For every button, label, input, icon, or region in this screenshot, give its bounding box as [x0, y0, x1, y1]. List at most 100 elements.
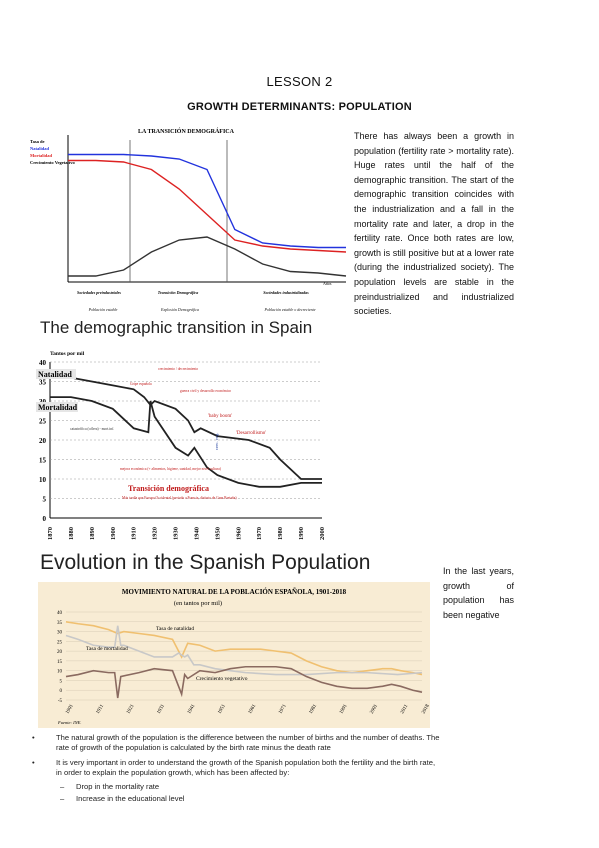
- x-tick-label: 1931: [157, 703, 167, 715]
- transicion-note: Más tardía que Europa Occidental (period…: [122, 496, 237, 501]
- bullet-dot-icon: •: [32, 733, 35, 742]
- phase-label: Sociedades preindustriales: [77, 290, 121, 295]
- x-tick-label: 1961: [248, 703, 258, 715]
- bullet-dot-icon: •: [32, 757, 35, 767]
- dash-icon: –: [60, 782, 65, 792]
- baby-boom-label: 'baby boom': [208, 414, 232, 419]
- phase-note: Población estable: [88, 307, 118, 312]
- mortalidad-label: Mortalidad: [38, 403, 78, 412]
- legend-label: Tasa de: [30, 139, 44, 144]
- y-tick-label: 10: [57, 670, 63, 675]
- sub-bullet-item: – Increase in the educational level: [32, 794, 442, 804]
- x-tick-label: 1981: [309, 703, 319, 715]
- mortalidad-label-bg: [36, 402, 78, 412]
- x-tick-label: 1940: [193, 527, 200, 540]
- x-tick-label: 2000: [319, 527, 326, 540]
- transition-model-chart: LA TRANSICIÓN DEMOGRÁFICA Tasa de Natali…: [30, 127, 347, 295]
- natalidad-line: [68, 153, 346, 249]
- y-tick-label: 35: [57, 621, 63, 626]
- mortalidad-line: [50, 396, 322, 488]
- legend-mortalidad: Mortalidad: [30, 153, 52, 158]
- bullet-list: • The natural growth of the population is…: [32, 733, 442, 807]
- x-tick-label: 1960: [235, 527, 242, 540]
- y-tick-label: 0: [43, 515, 47, 523]
- phase-label: Sociedades industrializadas: [263, 290, 309, 295]
- chart-subtitle: (en tantos por mil): [174, 600, 222, 607]
- page-title: GROWTH DETERMINANTS: POPULATION: [187, 101, 412, 113]
- transicion-label: Transición demográfica: [128, 484, 209, 493]
- x-tick-label: 1951: [218, 703, 228, 715]
- x-tick-label: 1970: [256, 527, 263, 540]
- note-paragraph: In the last years, growth of population …: [443, 566, 514, 620]
- mortalidad-label: Tasa de mortalidad: [86, 646, 128, 652]
- sub-bullet-item: – Drop in the mortality rate: [32, 782, 442, 792]
- catastrofica-note: catastrófica (cólera) - mort.inf.: [70, 427, 114, 431]
- x-tick-label: 1941: [187, 703, 197, 715]
- y-tick-label: 0: [60, 689, 63, 694]
- chart-source: Fuente: INE.: [57, 720, 82, 725]
- desarrollismo-label: 'Desarrollismo': [236, 431, 266, 436]
- bullet-text: The natural growth of the population is …: [56, 733, 440, 753]
- natalidad-label: Tasa de natalidad: [156, 626, 194, 632]
- mortalidad-line: [68, 159, 347, 253]
- x-axis-label: Años: [323, 281, 332, 286]
- y-tick-label: 20: [57, 650, 63, 655]
- phase-note: Explosión Demográfica: [160, 307, 200, 312]
- x-tick-label: 1890: [89, 527, 96, 540]
- y-tick-label: 15: [39, 457, 47, 465]
- y-axis-label: Tantos por mil: [50, 351, 85, 357]
- y-tick-label: 40: [57, 611, 63, 616]
- phase-note: Población estable o decreciente: [264, 307, 316, 312]
- y-tick-label: -5: [58, 699, 63, 704]
- y-tick-label: 5: [43, 496, 47, 504]
- natalidad-line: [50, 376, 322, 480]
- legend-crecimiento: Crecimiento Vegetativo: [30, 160, 76, 165]
- y-tick-label: 25: [39, 418, 47, 426]
- natalidad-label: Natalidad: [38, 370, 72, 379]
- chart-title: LA TRANSICIÓN DEMOGRÁFICA: [138, 127, 235, 135]
- y-tick-label: 40: [39, 359, 47, 367]
- bullet-item: • It is very important in order to unders…: [32, 758, 442, 779]
- spain-transition-chart: Tantos por mil 0510152025303540187018801…: [30, 342, 328, 550]
- x-tick-label: 1911: [96, 704, 105, 715]
- x-tick-label: 2011: [400, 704, 409, 715]
- bullet-item: • The natural growth of the population is…: [32, 733, 442, 754]
- y-tick-label: 30: [57, 631, 63, 636]
- gripe-note: Gripe española: [130, 382, 152, 386]
- y-tick-label: 35: [39, 379, 47, 387]
- x-tick-label: 1880: [68, 527, 75, 540]
- dash-icon: –: [60, 794, 65, 804]
- x-tick-label: 1990: [298, 527, 305, 540]
- x-tick-label: 2001: [370, 703, 380, 715]
- y-tick-label: 20: [39, 437, 47, 445]
- legend-natalidad: Natalidad: [30, 146, 50, 151]
- x-tick-label: 1930: [173, 527, 180, 540]
- x-tick-label: 1901: [65, 703, 75, 715]
- x-tick-label: 1971: [278, 703, 288, 715]
- lesson-number: LESSON 2: [266, 74, 333, 89]
- natalidad-label-bg: [36, 369, 76, 379]
- x-tick-label: 1870: [47, 527, 54, 540]
- x-tick-label: 1910: [131, 527, 138, 540]
- movimiento-natural-chart: MOVIMIENTO NATURAL DE LA POBLACIÓN ESPAÑ…: [38, 582, 430, 728]
- sub-bullet-text: Increase in the educational level: [76, 794, 185, 804]
- y-tick-label: 5: [60, 679, 63, 684]
- x-tick-label: 1900: [110, 527, 117, 540]
- bullet-text: It is very important in order to underst…: [56, 757, 436, 777]
- x-tick-label: 1921: [126, 703, 136, 715]
- y-tick-label: 25: [57, 640, 63, 645]
- section-heading-evolution: Evolution in the Spanish Population: [40, 551, 371, 574]
- crecimiento-line: [68, 236, 347, 277]
- mortalidad-line: [65, 625, 423, 676]
- sub-bullet-text: Drop in the mortality rate: [76, 782, 160, 792]
- x-tick-label: 1980: [277, 527, 284, 540]
- chart-title: MOVIMIENTO NATURAL DE LA POBLACIÓN ESPAÑ…: [122, 588, 347, 596]
- x-tick-label: 2018: [421, 703, 430, 715]
- vegetativo-label: Crecimiento vegetativo: [196, 676, 248, 682]
- guerra-civil-note: guerra civil y desarrollo económico: [180, 389, 231, 393]
- crec-veg-label: crec. veg.: [214, 433, 219, 450]
- phase-label: Transición Demográfica: [158, 290, 198, 295]
- mejora-note: mejora económica (+ alimentos, higiene, …: [120, 467, 222, 472]
- y-tick-label: 15: [57, 660, 63, 665]
- y-tick-label: 10: [39, 476, 47, 484]
